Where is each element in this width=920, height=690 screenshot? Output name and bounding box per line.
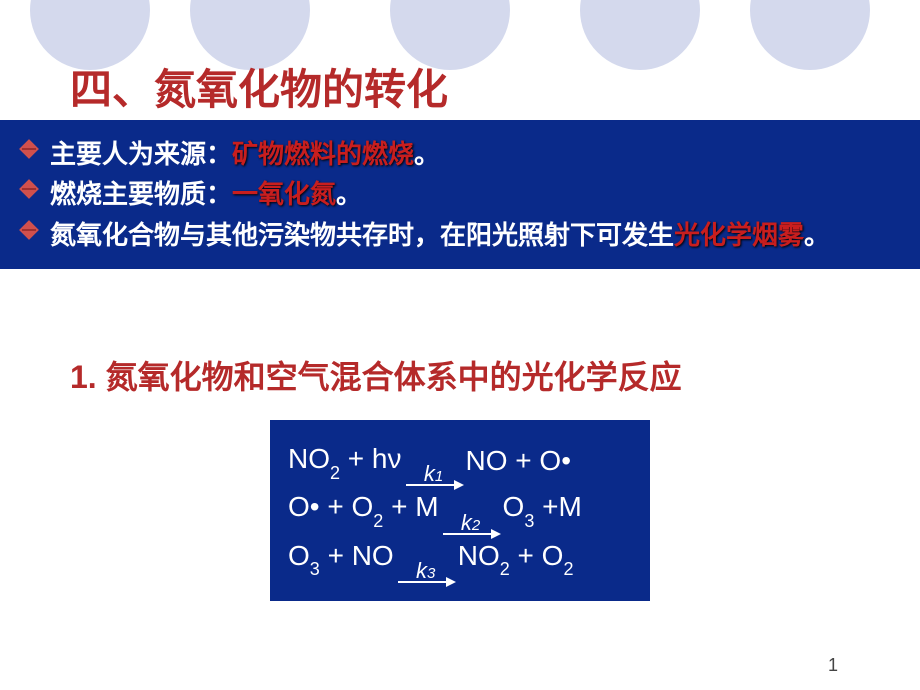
formula-text: O• + O2 + M — [288, 484, 439, 532]
bullet-box: 主要人为来源：矿物燃料的燃烧。燃烧主要物质：一氧化氮。氮氧化合物与其他污染物共存… — [0, 120, 920, 269]
bullet-emphasis: 矿物燃料的燃烧 — [232, 139, 414, 169]
equation-row: O• + O2 + M k2 O3 +M — [288, 484, 632, 532]
equation-row: O3 + NO k3 NO2 + O2 — [288, 533, 632, 581]
rate-constant: k1 — [424, 464, 443, 484]
reaction-arrow: k1 — [406, 464, 462, 486]
bullet-line: 主要人为来源：矿物燃料的燃烧。 — [50, 134, 900, 174]
equation-row: NO2 + hν k1 NO + O• — [288, 436, 632, 484]
rate-constant: k2 — [461, 513, 480, 533]
rate-constant: k3 — [416, 561, 435, 581]
subheading: 1. 氮氧化物和空气混合体系中的光化学反应 — [70, 352, 682, 398]
bullet-text: 主要人为来源： — [50, 139, 232, 169]
circle-decoration — [580, 0, 700, 70]
bullet-line: 氮氧化合物与其他污染物共存时，在阳光照射下可发生光化学烟雾。 — [50, 215, 900, 255]
bullet-emphasis: 光化学烟雾 — [674, 220, 804, 250]
formula-text: NO + O• — [466, 438, 572, 484]
bullet-icon — [22, 182, 36, 196]
circle-decoration — [750, 0, 870, 70]
reaction-arrow: k3 — [398, 561, 454, 583]
equations-box: NO2 + hνk1NO + O•O• + O2 + M k2O3 +MO3 +… — [270, 420, 650, 601]
bullet-icon — [22, 142, 36, 156]
reaction-arrow: k2 — [443, 513, 499, 535]
formula-text: O3 +M — [503, 484, 582, 532]
bullet-text: 。 — [414, 139, 440, 169]
formula-text: NO2 + O2 — [458, 533, 574, 581]
bullet-text: 。 — [804, 220, 830, 250]
bullet-text: 氮氧化合物与其他污染物共存时，在阳光照射下可发生 — [50, 220, 674, 250]
formula-text: NO2 + hν — [288, 436, 402, 484]
bullet-text: 。 — [336, 179, 362, 209]
formula-text: O3 + NO — [288, 533, 394, 581]
bullet-line: 燃烧主要物质：一氧化氮。 — [50, 174, 900, 214]
slide-title: 四、氮氧化物的转化 — [70, 56, 448, 117]
page-number: 1 — [828, 655, 838, 676]
bullet-text: 燃烧主要物质： — [50, 179, 232, 209]
bullet-emphasis: 一氧化氮 — [232, 179, 336, 209]
bullet-icon — [22, 223, 36, 237]
